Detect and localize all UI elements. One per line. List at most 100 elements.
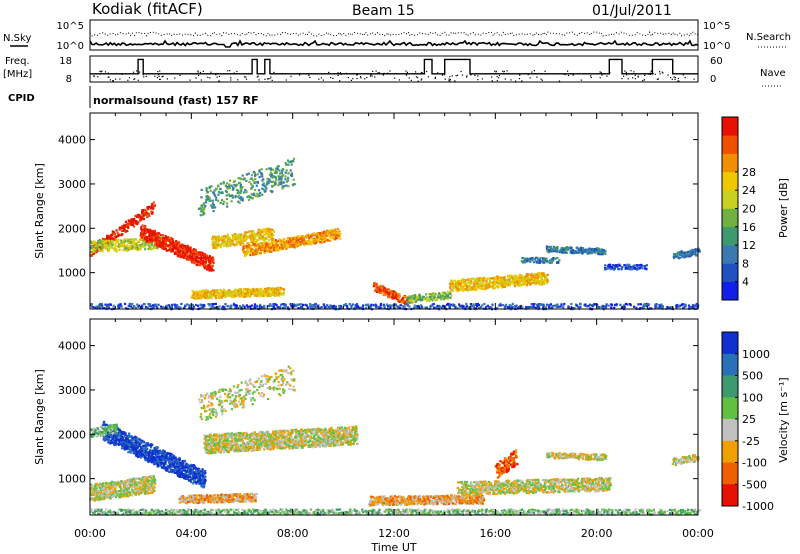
- nave-dot: [420, 79, 422, 81]
- range-cell: [515, 283, 519, 286]
- nave-dot: [273, 71, 275, 73]
- range-cell: [329, 304, 332, 307]
- range-cell: [94, 246, 97, 249]
- range-cell: [545, 281, 549, 285]
- range-cell: [101, 250, 104, 253]
- nave-dot: [682, 74, 684, 76]
- range-cell: [224, 303, 227, 306]
- range-cell: [672, 255, 675, 258]
- range-cell: [551, 305, 554, 308]
- nave-dot: [674, 77, 676, 79]
- range-cell: [259, 248, 262, 251]
- range-cell: [448, 292, 451, 295]
- range-cell: [256, 305, 259, 308]
- range-cell: [308, 237, 311, 240]
- nave-dot: [121, 73, 123, 75]
- nave-dot: [174, 77, 176, 79]
- range-cell: [137, 221, 140, 224]
- range-cell: [258, 170, 261, 173]
- range-cell: [255, 251, 258, 254]
- range-cell: [380, 291, 383, 294]
- range-cell: [531, 259, 534, 262]
- range-cell: [613, 306, 616, 309]
- cpid-label: CPID: [8, 93, 35, 104]
- nave-dot: [495, 70, 497, 73]
- range-cell: [240, 187, 243, 191]
- range-cell: [163, 306, 166, 309]
- nave-dot: [136, 70, 138, 72]
- range-cell: [201, 289, 204, 292]
- range-cell: [645, 264, 648, 267]
- range-cell: [247, 198, 251, 201]
- range-cell: [256, 248, 260, 251]
- range-cell: [266, 227, 269, 230]
- range-cell: [318, 240, 321, 243]
- range-cell: [132, 221, 135, 224]
- range-cell: [275, 304, 278, 307]
- range-cell: [369, 306, 372, 309]
- range-cell: [257, 228, 260, 231]
- range-cell: [383, 307, 386, 310]
- range-cell: [164, 248, 167, 251]
- nave-dot: [230, 79, 232, 81]
- nave-dot: [107, 72, 109, 74]
- range-cell: [168, 304, 171, 307]
- range-cell: [455, 281, 458, 284]
- range-cell: [320, 306, 323, 309]
- range-cell: [185, 253, 188, 256]
- range-cell: [562, 249, 565, 252]
- range-cell: [212, 246, 215, 249]
- range-cell: [146, 228, 149, 231]
- range-cell: [623, 305, 626, 309]
- range-cell: [209, 257, 212, 260]
- nave-dot: [518, 78, 521, 80]
- range-cell: [238, 197, 241, 200]
- nave-dot: [257, 75, 259, 77]
- nave-dot: [159, 78, 161, 80]
- nave-dot: [531, 71, 533, 73]
- range-cell: [453, 304, 456, 307]
- range-cell: [139, 219, 142, 222]
- range-cell: [257, 292, 260, 295]
- range-cell: [472, 277, 475, 280]
- range-cell: [276, 306, 279, 309]
- range-cell: [101, 247, 104, 250]
- range-cell: [490, 306, 493, 309]
- range-cell: [393, 293, 396, 297]
- range-cell: [620, 268, 623, 271]
- range-cell: [249, 233, 252, 237]
- range-cell: [678, 305, 681, 308]
- range-cell: [270, 180, 273, 183]
- range-cell: [103, 243, 107, 246]
- range-cell: [521, 275, 524, 278]
- range-cell: [491, 303, 494, 306]
- range-cell: [377, 287, 380, 291]
- range-cell: [467, 279, 470, 282]
- range-cell: [224, 292, 227, 295]
- range-cell: [231, 194, 234, 197]
- range-cell: [255, 184, 258, 187]
- range-cell: [263, 233, 266, 236]
- range-cell: [268, 230, 271, 233]
- nave-dot: [634, 74, 636, 76]
- range-cell: [370, 305, 373, 308]
- range-cell: [539, 272, 542, 275]
- range-cell: [514, 274, 517, 277]
- range-cell: [218, 292, 221, 295]
- nave-dot: [377, 72, 379, 74]
- range-cell: [690, 253, 694, 256]
- range-cell: [192, 257, 195, 260]
- range-cell: [223, 294, 226, 297]
- range-cell: [583, 249, 586, 252]
- range-cell: [127, 304, 130, 308]
- range-cell: [461, 287, 464, 290]
- range-cell: [285, 244, 288, 247]
- range-cell: [255, 245, 258, 248]
- nave-dot: [457, 74, 459, 76]
- range-cell: [193, 254, 196, 257]
- range-cell: [267, 180, 270, 183]
- range-cell: [117, 306, 120, 309]
- range-cell: [156, 234, 159, 237]
- range-cell: [179, 252, 182, 255]
- range-cell: [579, 305, 582, 308]
